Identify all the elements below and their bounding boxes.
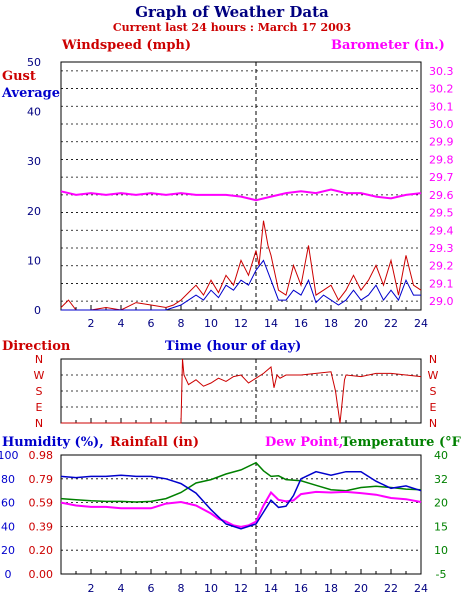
- hour-tick-label: 2: [88, 582, 95, 595]
- hour-tick-label: 16: [294, 317, 308, 330]
- average-series-line: [61, 259, 421, 311]
- hour-tick-label: 12: [234, 582, 248, 595]
- hour-tick-label: 18: [324, 582, 338, 595]
- humidity-tick-label: 0: [5, 568, 12, 581]
- barometer-series-line: [60, 188, 422, 202]
- hour-tick-label: 6: [148, 317, 155, 330]
- hour-tick-label: 4: [118, 582, 125, 595]
- hour-tick-label: 6: [148, 582, 155, 595]
- direction-tick-label-right: W: [428, 369, 439, 382]
- time-axis-label: Time (hour of day): [165, 339, 301, 354]
- humidity-panel-frame: [60, 454, 422, 575]
- barometer-tick-label: 29.8: [429, 153, 454, 166]
- direction-tick-label-left: N: [35, 353, 43, 366]
- hour-tick-label: 2: [88, 317, 95, 330]
- rainfall-tick-label: 0.59: [29, 497, 54, 510]
- direction-axis-label: Direction: [2, 339, 71, 354]
- direction-tick-label-right: S: [430, 385, 437, 398]
- barometer-tick-label: 29.9: [429, 136, 454, 149]
- temperature-tick-label: 20: [434, 497, 448, 510]
- direction-series-line: [61, 358, 422, 424]
- barometer-tick-label: 30.3: [429, 65, 454, 78]
- gust-series-line: [60, 220, 422, 311]
- hour-tick-label: 10: [204, 582, 218, 595]
- barometer-tick-label: 29.1: [429, 277, 454, 290]
- barometer-tick-label: 29.5: [429, 207, 454, 220]
- rainfall-tick-label: 0.39: [29, 520, 54, 533]
- hour-tick-label: 24: [414, 317, 428, 330]
- hour-tick-label: 20: [354, 317, 368, 330]
- dewpoint-axis-label: Dew Point,: [265, 435, 343, 450]
- barometer-tick-label: 29.0: [429, 295, 454, 308]
- temperature-series-line: [60, 461, 422, 503]
- hour-tick-label: 24: [414, 582, 428, 595]
- hour-tick-label: 16: [294, 582, 308, 595]
- dewpoint-series-line: [60, 490, 422, 528]
- temperature-tick-label: -5: [436, 568, 447, 581]
- wind-panel-frame: [60, 61, 422, 311]
- rainfall-tick-label: 0.00: [29, 568, 54, 581]
- windspeed-tick-label: 10: [27, 254, 41, 267]
- humidity-tick-label: 20: [1, 544, 15, 557]
- average-legend-label: Average: [1, 86, 60, 101]
- temperature-tick-label: 10: [434, 544, 448, 557]
- barometer-tick-label: 29.3: [429, 242, 454, 255]
- direction-tick-label-right: N: [429, 353, 437, 366]
- humidity-tick-label: 60: [1, 497, 15, 510]
- direction-tick-label-left: E: [36, 401, 43, 414]
- humidity-tick-label: 40: [1, 520, 15, 533]
- hour-tick-label: 14: [264, 582, 278, 595]
- rainfall-axis-label: Rainfall (in): [110, 435, 199, 450]
- temperature-tick-label: 32: [434, 473, 448, 486]
- temperature-axis-label: Temperature (°F): [341, 435, 461, 450]
- hour-tick-label: 4: [118, 317, 125, 330]
- rainfall-tick-label: 0.98: [29, 449, 54, 462]
- gust-legend-label: Gust: [2, 69, 36, 84]
- humidity-tick-label: 80: [1, 473, 15, 486]
- hour-tick-label: 8: [178, 317, 185, 330]
- humidity-tick-label: 100: [0, 449, 19, 462]
- windspeed-tick-label: 20: [27, 205, 41, 218]
- windspeed-tick-label: 0: [34, 304, 41, 317]
- direction-tick-label-left: N: [35, 417, 43, 430]
- temperature-tick-label: 40: [434, 449, 448, 462]
- barometer-tick-label: 29.4: [429, 224, 454, 237]
- hour-tick-label: 22: [384, 317, 398, 330]
- windspeed-tick-label: 40: [27, 106, 41, 119]
- windspeed-axis-label: Windspeed (mph): [61, 38, 191, 53]
- humidity-axis-label: Humidity (%),: [2, 435, 104, 450]
- hour-tick-label: 22: [384, 582, 398, 595]
- barometer-tick-label: 29.6: [429, 189, 454, 202]
- direction-tick-label-right: N: [429, 417, 437, 430]
- chart-title: Graph of Weather Data: [135, 3, 329, 21]
- chart-subtitle: Current last 24 hours : March 17 2003: [113, 21, 351, 34]
- hour-tick-label: 12: [234, 317, 248, 330]
- barometer-tick-label: 29.2: [429, 260, 454, 273]
- direction-tick-label-right: E: [430, 401, 437, 414]
- hour-tick-label: 20: [354, 582, 368, 595]
- humidity-series-line: [60, 470, 422, 530]
- rainfall-tick-label: 0.79: [29, 473, 54, 486]
- hour-tick-label: 8: [178, 582, 185, 595]
- hour-tick-label: 10: [204, 317, 218, 330]
- direction-tick-label-left: W: [34, 369, 45, 382]
- barometer-tick-label: 30.0: [429, 118, 454, 131]
- hour-tick-label: 18: [324, 317, 338, 330]
- temperature-tick-label: 15: [434, 520, 448, 533]
- hour-tick-label: 14: [264, 317, 278, 330]
- rainfall-tick-label: 0.20: [29, 544, 54, 557]
- barometer-tick-label: 30.2: [429, 83, 454, 96]
- barometer-axis-label: Barometer (in.): [331, 38, 445, 53]
- direction-tick-label-left: S: [36, 385, 43, 398]
- windspeed-tick-label: 50: [27, 56, 41, 69]
- windspeed-tick-label: 30: [27, 155, 41, 168]
- barometer-tick-label: 30.1: [429, 100, 454, 113]
- barometer-tick-label: 29.7: [429, 171, 454, 184]
